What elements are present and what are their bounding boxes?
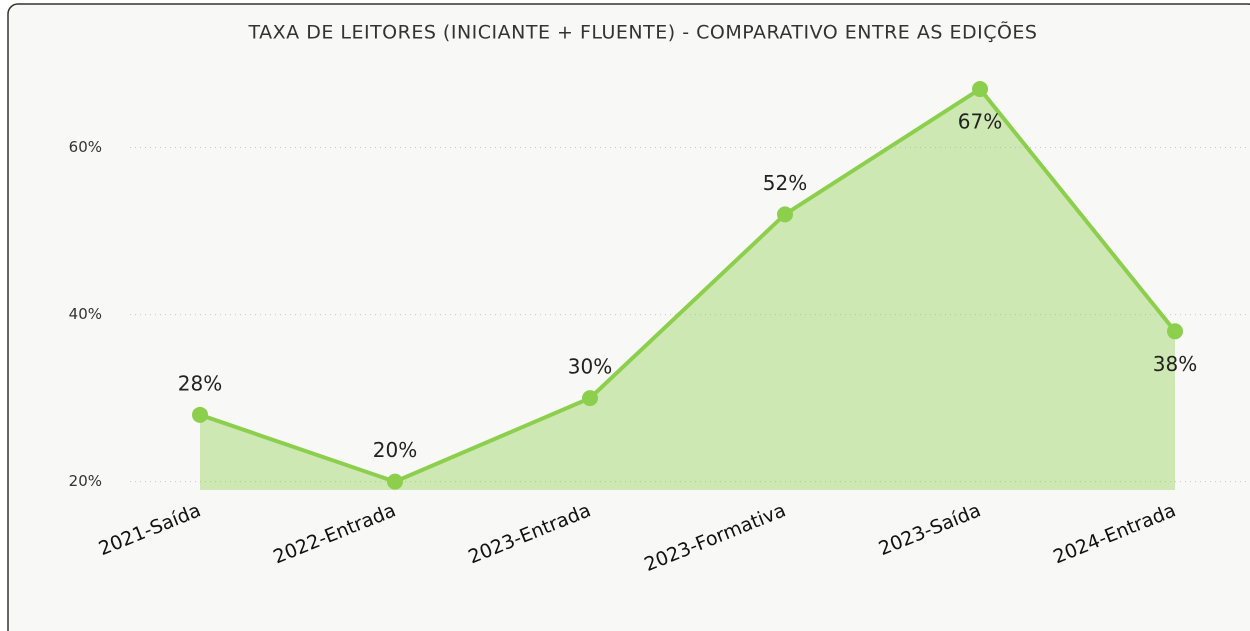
point [777,206,793,223]
point [192,406,208,423]
point [582,390,598,407]
point [1167,323,1183,340]
value-label: 52% [763,171,807,195]
point [972,81,988,98]
value-label: 28% [178,371,222,395]
chart-title: TAXA DE LEITORES (INICIANTE + FLUENTE) -… [248,21,1038,44]
y-tick-label: 40% [69,305,102,323]
y-tick-label: 20% [69,472,102,490]
panel [7,3,1250,631]
point [387,473,403,490]
area [200,89,1175,490]
value-label: 30% [568,355,612,379]
y-tick-label: 60% [69,138,102,156]
value-label: 38% [1153,352,1197,376]
line [199,86,1177,484]
value-label: 67% [958,110,1002,134]
value-label: 20% [373,438,417,462]
